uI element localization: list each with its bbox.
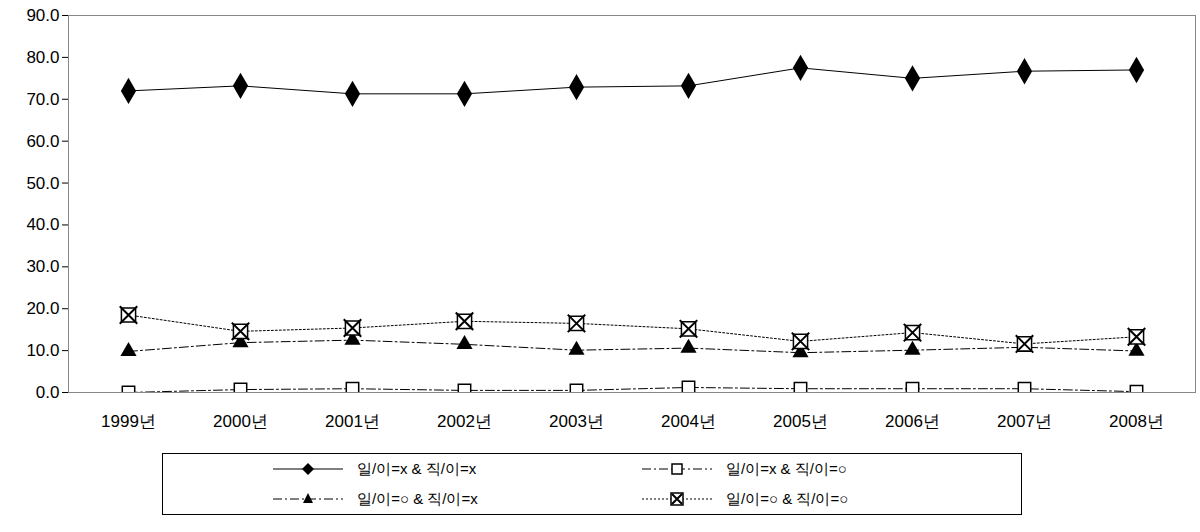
svg-text:10.0: 10.0 bbox=[26, 341, 59, 360]
svg-text:2008년: 2008년 bbox=[1109, 412, 1164, 431]
svg-text:1999년: 1999년 bbox=[101, 412, 156, 431]
svg-text:2001년: 2001년 bbox=[325, 412, 380, 431]
svg-text:0.0: 0.0 bbox=[36, 383, 60, 402]
svg-text:20.0: 20.0 bbox=[26, 299, 59, 318]
html-text:일/이=x & 직/이=x: 일/이=x & 직/이=x bbox=[357, 459, 477, 477]
svg-text:2005년: 2005년 bbox=[773, 412, 828, 431]
svg-text:50.0: 50.0 bbox=[26, 173, 59, 192]
svg-text:90.0: 90.0 bbox=[26, 6, 59, 25]
svg-text:2002년: 2002년 bbox=[437, 412, 492, 431]
html-text:일/이=x & 직/이=○: 일/이=x & 직/이=○ bbox=[726, 459, 847, 477]
svg-text:80.0: 80.0 bbox=[26, 48, 59, 67]
svg-text:30.0: 30.0 bbox=[26, 257, 59, 276]
svg-text:2006년: 2006년 bbox=[885, 412, 940, 431]
svg-text:2000년: 2000년 bbox=[213, 412, 268, 431]
svg-text:2007년: 2007년 bbox=[997, 412, 1052, 431]
svg-text:2003년: 2003년 bbox=[549, 412, 604, 431]
svg-text:70.0: 70.0 bbox=[26, 90, 59, 109]
svg-text:2004년: 2004년 bbox=[661, 412, 716, 431]
svg-text:60.0: 60.0 bbox=[26, 132, 59, 151]
html-text:일/이=○ & 직/이=○: 일/이=○ & 직/이=○ bbox=[726, 489, 849, 507]
svg-text:40.0: 40.0 bbox=[26, 215, 59, 234]
html-text:일/이=○ & 직/이=x: 일/이=○ & 직/이=x bbox=[357, 489, 478, 507]
